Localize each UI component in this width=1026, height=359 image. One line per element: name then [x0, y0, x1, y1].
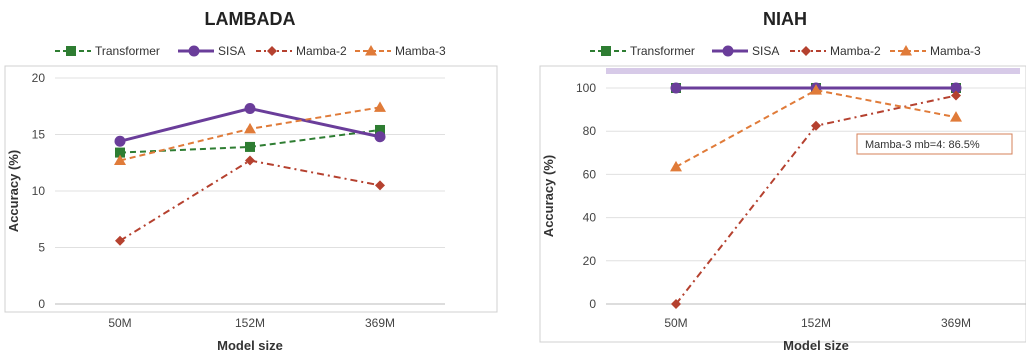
lambada-legend-label: Mamba-2 [296, 44, 347, 58]
niah-mamba-2-point [951, 90, 961, 101]
niah-mamba-3-point [670, 160, 682, 172]
niah-x-tick-label: 369M [941, 316, 971, 330]
lambada-legend-label: Mamba-3 [395, 44, 446, 58]
lambada-transformer-point [115, 147, 125, 158]
lambada-series-mamba-2 [115, 155, 385, 246]
lambada-y-tick-label: 10 [32, 184, 46, 198]
niah-legend-label: SISA [752, 44, 779, 58]
lambada-mamba-2-line [119, 159, 381, 242]
niah-legend-swatch-marker [900, 45, 912, 56]
niah-legend-swatch-marker [722, 45, 734, 57]
lambada-series-mamba-3 [114, 101, 386, 165]
niah-y-tick-label: 0 [589, 297, 596, 311]
niah-annotation-text: Mamba-3 mb=4: 86.5% [865, 139, 980, 151]
niah-legend-item-transformer: Transformer [590, 44, 695, 58]
niah-legend-label: Mamba-3 [930, 44, 981, 58]
lambada-legend-item-transformer: Transformer [55, 44, 160, 58]
niah-legend-label: Mamba-2 [830, 44, 881, 58]
niah-legend-swatch-marker [601, 46, 611, 56]
lambada-sisa-point [374, 131, 386, 143]
lambada-transformer-point [245, 141, 255, 152]
niah-series-mamba-3 [670, 84, 962, 172]
niah-chart-title: NIAH [763, 9, 807, 29]
niah-x-axis-label: Model size [783, 338, 849, 353]
lambada-chart-title: LAMBADA [205, 9, 296, 29]
niah-x-tick-label: 152M [801, 316, 831, 330]
lambada-mamba-2-point [245, 155, 255, 166]
niah-annotation: Mamba-3 mb=4: 86.5% [856, 133, 1013, 155]
lambada-legend-swatch-marker [188, 45, 200, 57]
lambada-mamba-3-point [114, 154, 126, 165]
niah-x-tick-label: 50M [664, 316, 687, 330]
lambada-y-tick-label: 5 [38, 241, 45, 255]
niah-mamba-3-line [675, 89, 957, 168]
lambada-legend-label: SISA [218, 44, 245, 58]
lambada-x-axis-label: Model size [217, 338, 283, 353]
lambada-series-sisa [114, 103, 386, 147]
niah-y-tick-label: 60 [583, 167, 597, 181]
lambada-legend-swatch-marker [66, 46, 76, 56]
niah-mamba-3-point [810, 84, 822, 95]
niah-legend-item-sisa: SISA [712, 44, 779, 58]
niah-y-tick-label: 20 [583, 254, 597, 268]
lambada-mamba-3-point [244, 122, 256, 134]
lambada-y-tick-label: 15 [32, 128, 46, 142]
niah-legend-swatch-marker [801, 46, 811, 56]
niah-plot-frame [539, 65, 1026, 343]
niah-y-tick-label: 80 [583, 124, 597, 138]
niah-series-mamba-2 [671, 90, 961, 309]
niah-legend-item-mamba-3: Mamba-3 [890, 44, 981, 58]
lambada-chart: 0 5 10 15 20 50M 152M 369M LAMBADA Model size Accu… [4, 9, 498, 353]
lambada-legend-swatch-marker [365, 45, 377, 56]
niah-y-tick-label: 100 [576, 81, 596, 95]
lambada-y-tick-label: 0 [38, 297, 45, 311]
niah-legend-item-mamba-2: Mamba-2 [790, 44, 881, 58]
lambada-sisa-point [114, 135, 126, 147]
lambada-mamba-3-line [119, 106, 381, 162]
lambada-mamba-2-point [115, 235, 125, 246]
lambada-mamba-2-point [375, 180, 385, 191]
lambada-mamba-3-point [374, 101, 386, 112]
lambada-legend-swatch-marker [267, 46, 277, 56]
lambada-y-tick-label: 20 [32, 71, 46, 85]
niah-mamba-2-point [811, 120, 821, 131]
lambada-x-tick-label: 50M [108, 316, 131, 330]
niah-highlight-band [606, 68, 1020, 74]
lambada-plot-frame [4, 65, 498, 313]
lambada-x-tick-label: 369M [365, 316, 395, 330]
niah-sisa-point [670, 82, 682, 94]
niah-annotation-box [856, 133, 1013, 155]
niah-mamba-2-point [671, 299, 681, 309]
niah-legend-label: Transformer [630, 44, 695, 58]
niah-mamba-3-point [950, 111, 962, 122]
lambada-legend-item-mamba-3: Mamba-3 [355, 44, 446, 58]
lambada-transformer-point [375, 124, 385, 135]
lambada-legend-item-mamba-2: Mamba-2 [256, 44, 347, 58]
lambada-legend-label: Transformer [95, 44, 160, 58]
lambada-x-tick-label: 152M [235, 316, 265, 330]
lambada-y-axis-label: Accuracy (%) [6, 150, 21, 232]
niah-y-axis-label: Accuracy (%) [541, 155, 556, 237]
niah-sisa-point [950, 82, 962, 94]
lambada-legend-item-sisa: SISA [178, 44, 245, 58]
lambada-sisa-point [244, 103, 256, 115]
niah-y-tick-label: 40 [583, 211, 597, 225]
niah-chart: 0 20 40 60 80 100 50M 152M 369M NIAH Model size Acc… [539, 9, 1026, 353]
